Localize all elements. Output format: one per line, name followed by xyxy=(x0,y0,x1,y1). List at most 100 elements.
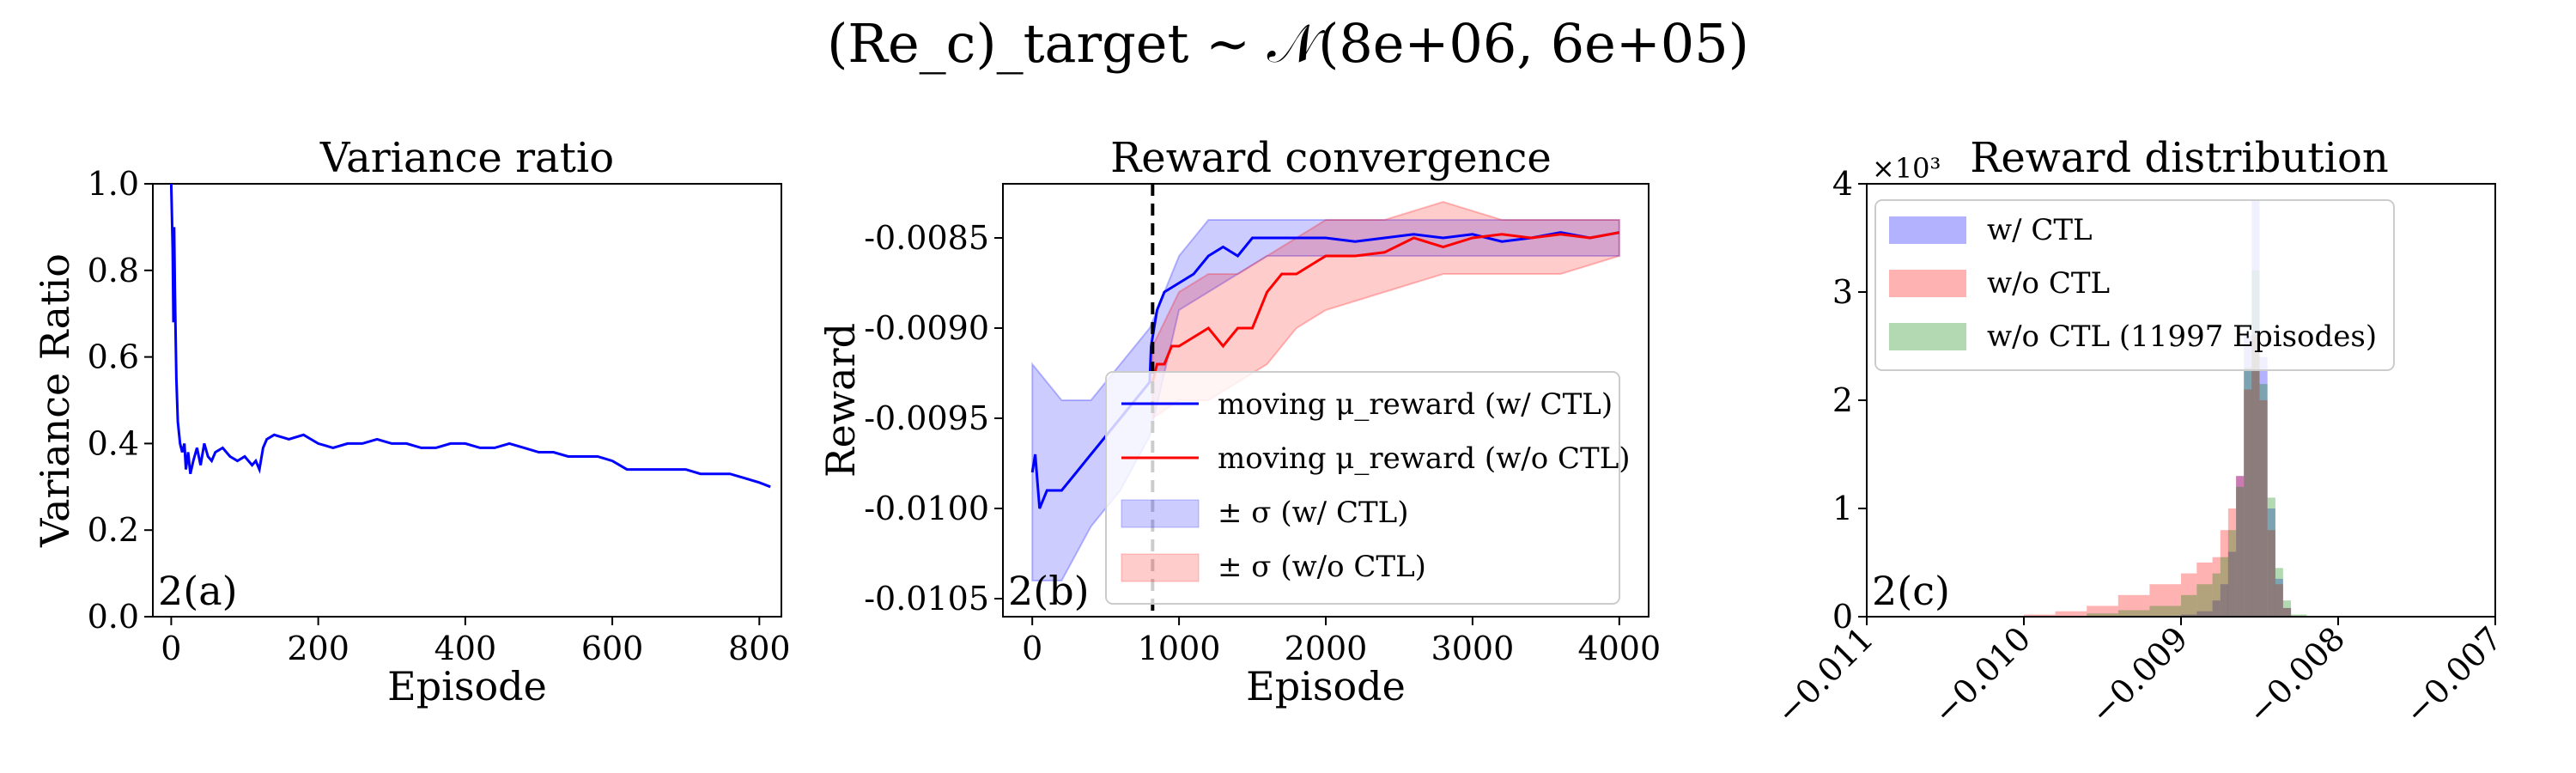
panel-b-reward-convergence: Reward convergence -0.0085 -0.0090 -0.0095… xyxy=(817,134,1661,709)
panel-c-hist-bar xyxy=(2227,508,2237,617)
panel-b-mean-line xyxy=(1151,231,1620,383)
panel-c-hist-bar xyxy=(2267,497,2275,617)
legend-text-c-wo-ctl-11997: w/o CTL (11997 Episodes) xyxy=(1987,320,2377,354)
legend-patch-c-wo-ctl-11997 xyxy=(1889,323,1966,350)
panel-c-hist-bar xyxy=(2275,584,2283,617)
panel-c-hist-bar xyxy=(2282,607,2292,617)
panel-c-hist-bar xyxy=(2282,600,2292,617)
panel-b-y-ticks: -0.0085 -0.0090 -0.0095 -0.0100 -0.0105 xyxy=(864,219,1003,618)
panel-c-hist-bar xyxy=(2251,335,2260,617)
panel-c-hist-bar xyxy=(2282,607,2292,617)
panel-c-hist-bar xyxy=(2196,611,2213,617)
panel-a-title: Variance ratio xyxy=(319,134,614,182)
panel-b-xtick-label: 2000 xyxy=(1285,630,1368,667)
panel-c-xtick-label: −0.010 xyxy=(1926,619,2038,732)
panel-c-hist-bar xyxy=(2117,610,2150,617)
panel-b-title: Reward convergence xyxy=(1110,134,1552,182)
panel-c-hist-bar xyxy=(2220,557,2228,617)
panel-c-y-multiplier: ×10³ xyxy=(1872,152,1941,185)
legend-patch-c-wo-ctl xyxy=(1889,270,1966,297)
legend-text-mu-w-ctl: moving μ_reward (w/ CTL) xyxy=(1218,387,1613,422)
panel-b-xtick-label: 1000 xyxy=(1138,630,1221,667)
panel-c-hist-bar xyxy=(2227,530,2237,617)
panel-c-hist-bar xyxy=(2259,384,2268,617)
panel-b-ytick-label: -0.0090 xyxy=(864,309,989,347)
panel-b-ytick-label: -0.0100 xyxy=(864,490,989,527)
panel-c-hist-bar xyxy=(2087,606,2118,617)
legend-text-sigma-w-ctl: ± σ (w/ CTL) xyxy=(1218,496,1408,530)
panel-c-hist-bar xyxy=(2055,611,2087,617)
panel-a-ytick-label: 0.2 xyxy=(88,511,139,549)
panel-b-xlabel: Episode xyxy=(1246,663,1406,709)
panel-b-x-ticks: 0 1000 2000 3000 4000 xyxy=(1022,617,1661,667)
panel-a-variance-line xyxy=(169,183,771,489)
panel-b-ytick-label: -0.0085 xyxy=(864,219,989,257)
panel-c-xtick-label: −0.008 xyxy=(2240,619,2353,732)
panel-a-ytick-label: 0.4 xyxy=(88,424,139,462)
panel-b-xtick-label: 4000 xyxy=(1577,630,1661,667)
panel-a-xlabel: Episode xyxy=(387,663,547,709)
panel-c-hist-bar xyxy=(2244,368,2252,617)
panel-c-hist-bar xyxy=(2181,614,2197,617)
panel-c-hist-bar xyxy=(2251,270,2260,617)
panel-a-xtick-label: 600 xyxy=(581,630,644,667)
panel-b-xtick-label: 3000 xyxy=(1431,630,1515,667)
panel-a-ytick-label: 0.0 xyxy=(88,598,139,636)
panel-a-x-ticks: 0 200 400 600 800 xyxy=(161,617,791,667)
panel-a-xtick-label: 800 xyxy=(728,630,791,667)
panel-c-ytick-label: 4 xyxy=(1832,165,1853,203)
panel-b-legend-box xyxy=(1105,371,1620,605)
panel-b-legend: moving μ_reward (w/ CTL) moving μ_reward… xyxy=(1105,371,1631,605)
panel-a-axes-frame xyxy=(152,183,782,618)
panel-b-ytick-label: -0.0095 xyxy=(864,399,989,437)
panel-c-hist-bar xyxy=(2149,584,2181,617)
panel-a-y-ticks: 0.0 0.2 0.4 0.6 0.8 1.0 xyxy=(88,165,153,636)
panel-b-mean-line xyxy=(1030,231,1620,509)
panel-c-legend-box xyxy=(1874,199,2395,371)
panel-c-hist-bar xyxy=(2212,600,2221,617)
panel-a-ylabel: Variance Ratio xyxy=(32,253,78,548)
panel-c-hist-bar xyxy=(2212,573,2221,617)
panel-c-hist-bar xyxy=(2149,606,2181,617)
panel-a-xtick-label: 400 xyxy=(434,630,497,667)
legend-patch-sigma-w-ctl xyxy=(1121,499,1200,528)
panel-a-xtick-label: 0 xyxy=(161,630,181,667)
panel-c-hist-bar xyxy=(2251,199,2260,617)
panel-c-hist-bar xyxy=(2244,335,2252,617)
panel-c-hist-bar xyxy=(2181,573,2197,617)
panel-c-label: 2(c) xyxy=(1872,568,1950,614)
panel-c-hist-bar xyxy=(2220,530,2228,617)
legend-patch-c-w-ctl xyxy=(1889,216,1966,244)
panel-c-hist-bar xyxy=(2275,578,2283,617)
panel-a-xtick-label: 200 xyxy=(287,630,349,667)
panel-c-hist-bar xyxy=(2291,614,2307,617)
panel-c-ytick-label: 3 xyxy=(1832,273,1853,311)
panel-a-ytick-label: 1.0 xyxy=(88,165,139,203)
legend-text-mu-wo-ctl: moving μ_reward (w/o CTL) xyxy=(1218,441,1631,476)
legend-text-sigma-wo-ctl: ± σ (w/o CTL) xyxy=(1218,550,1426,584)
panel-c-title: Reward distribution xyxy=(1970,134,2389,182)
panel-c-hist-bar xyxy=(2259,400,2268,617)
panel-c-legend: w/ CTL w/o CTL w/o CTL (11997 Episodes) xyxy=(1874,199,2395,371)
panel-c-xtick-label: −0.011 xyxy=(1769,619,1881,732)
panel-b-label: 2(b) xyxy=(1008,568,1090,614)
panel-c-hist-bar xyxy=(2024,614,2056,617)
panel-c-xtick-label: −0.009 xyxy=(2083,619,2196,732)
panel-c-hist-bar xyxy=(2267,530,2275,617)
panel-a-variance-ratio: Variance ratio 0.0 0.2 0.4 0.6 0.8 1.0 0 200 40… xyxy=(32,134,791,709)
panel-b-mean-lines xyxy=(1030,231,1620,509)
panel-a-ytick-label: 0.6 xyxy=(88,338,139,376)
panel-c-histogram-bars xyxy=(2024,199,2307,617)
panel-c-hist-bar xyxy=(2220,584,2228,617)
panel-c-hist-bar xyxy=(2196,563,2213,617)
legend-text-c-wo-ctl: w/o CTL xyxy=(1987,266,2110,301)
panel-b-ytick-label: -0.0105 xyxy=(864,580,989,618)
panel-a-ytick-label: 0.8 xyxy=(88,252,139,289)
panel-c-hist-bar xyxy=(2267,508,2275,617)
panel-c-hist-bar xyxy=(2196,584,2213,617)
panel-c-hist-bar xyxy=(2236,476,2245,617)
panel-c-hist-bar xyxy=(2275,568,2283,617)
panel-b-ylabel: Reward xyxy=(817,323,864,478)
panel-c-hist-bar xyxy=(2181,594,2197,617)
